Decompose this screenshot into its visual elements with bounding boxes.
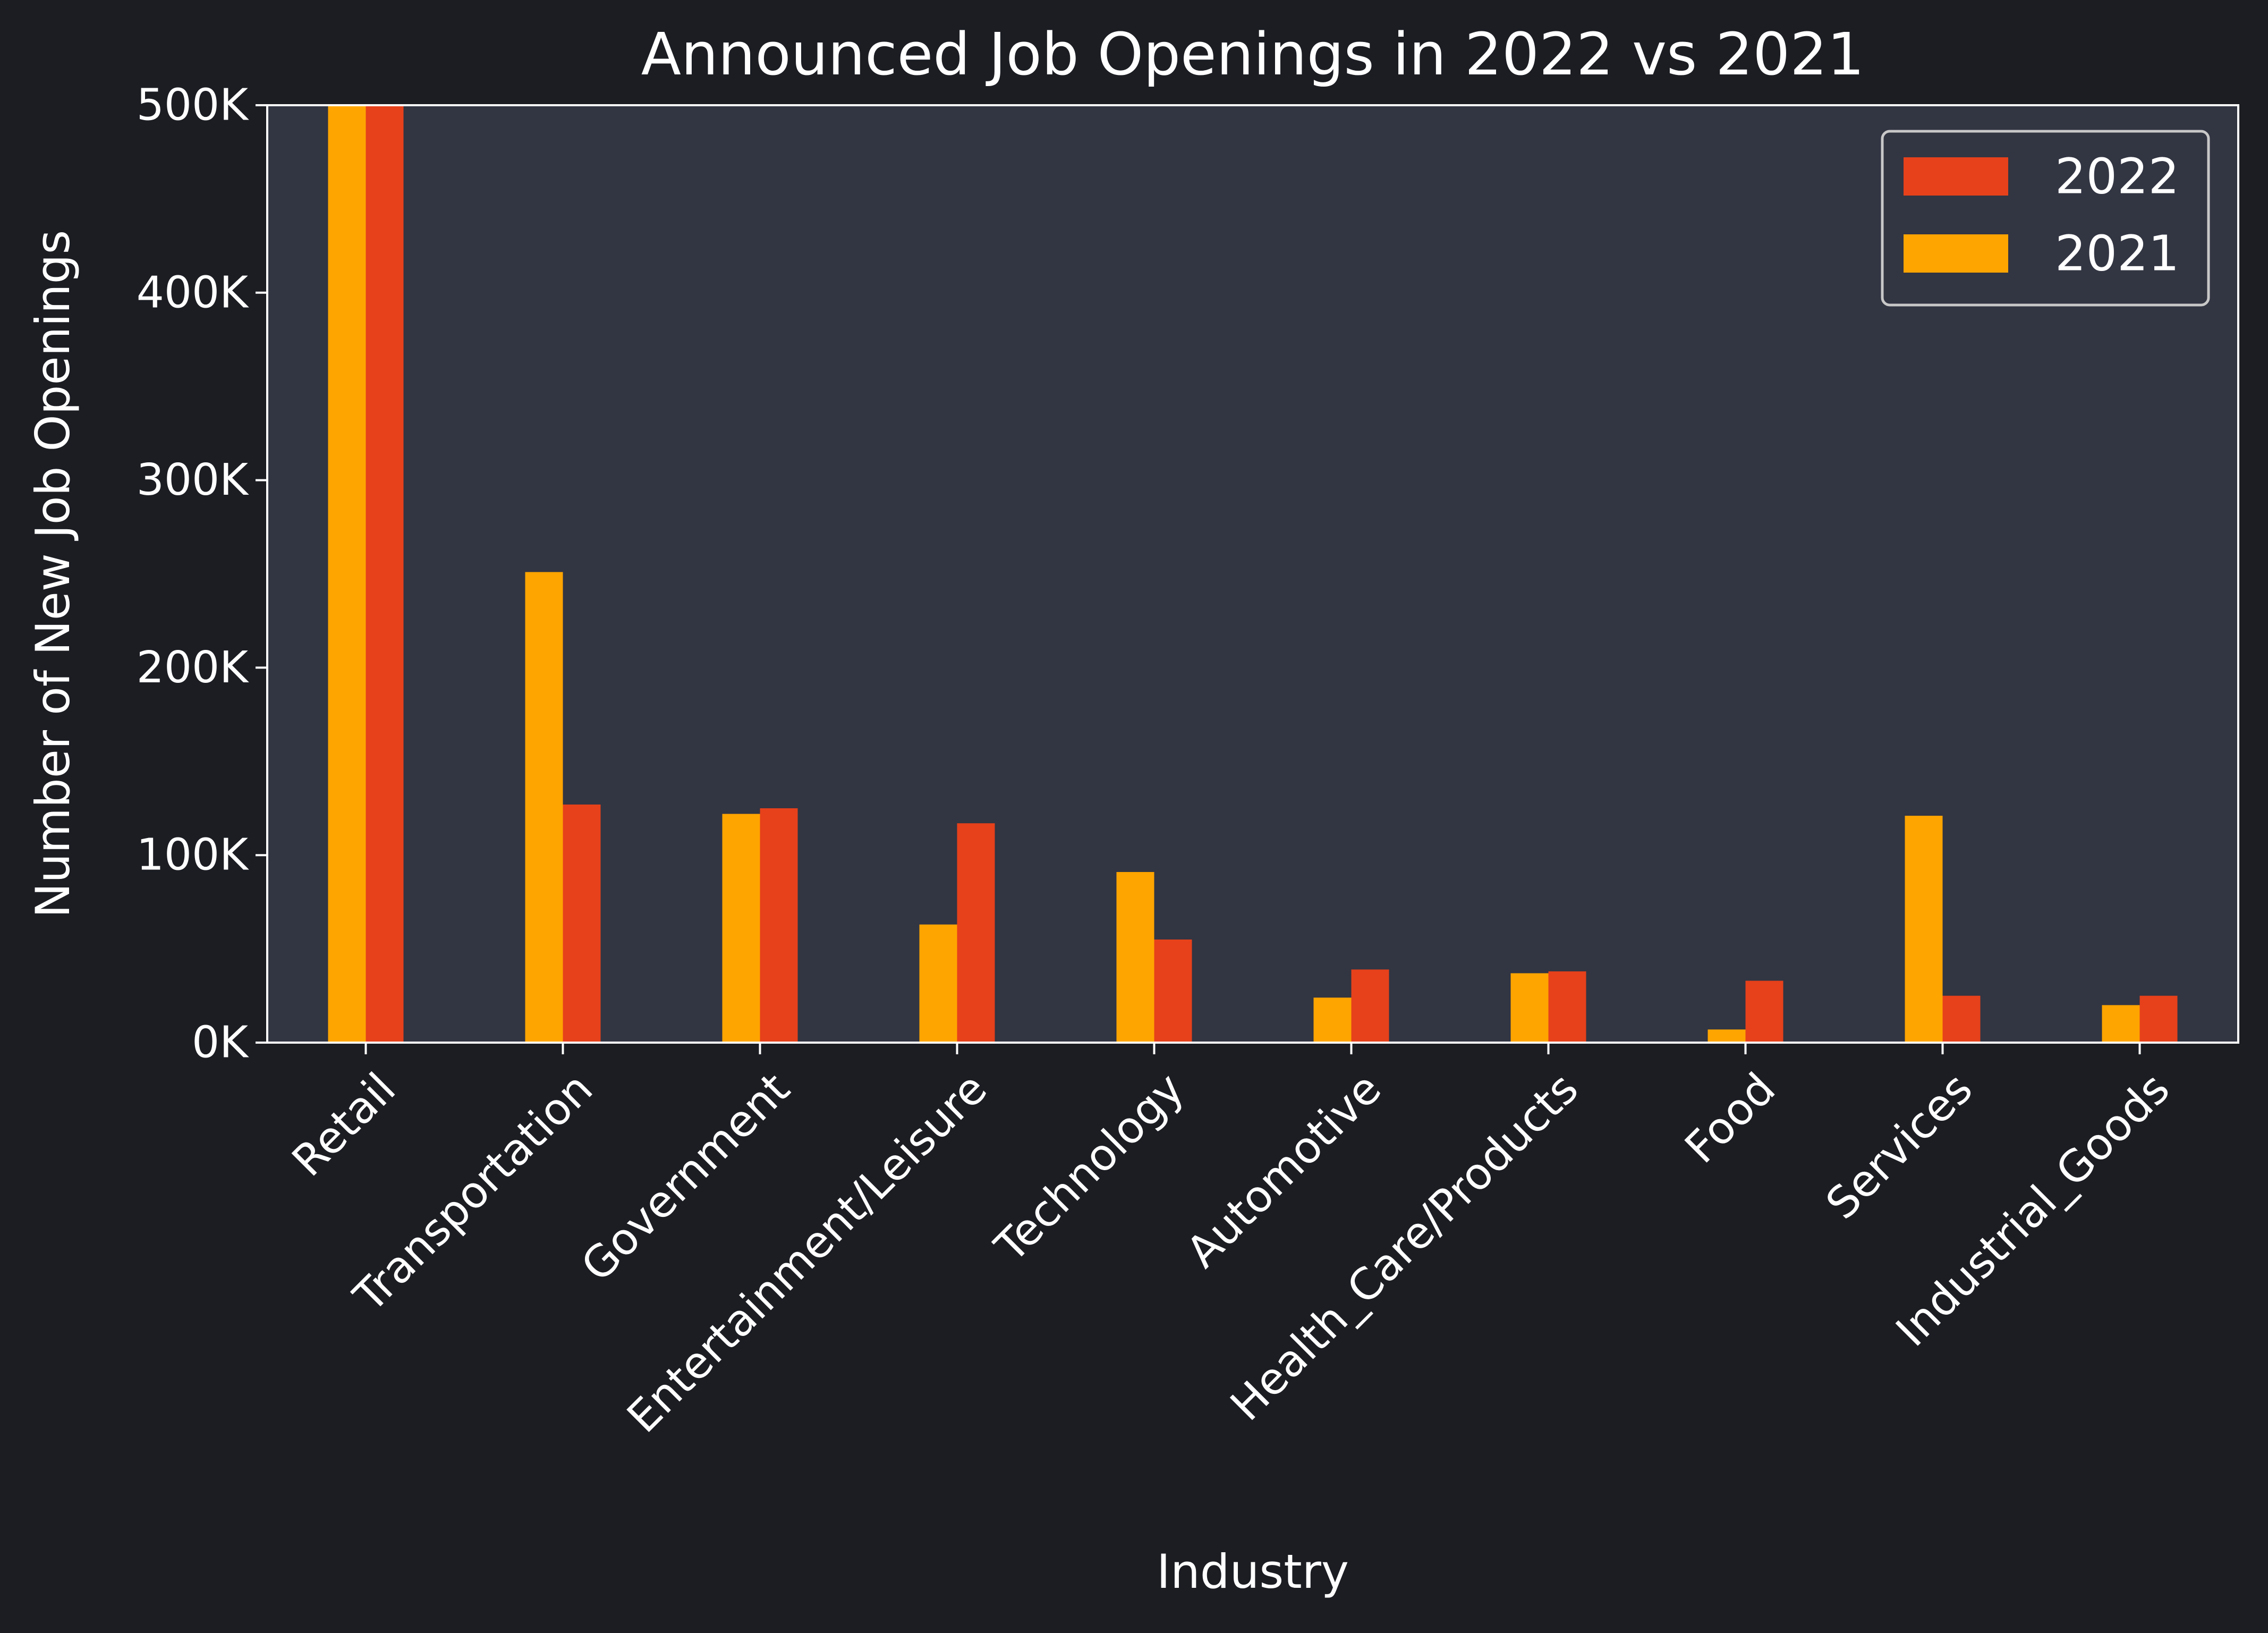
bar-2021-health-care-products: [1510, 973, 1549, 1043]
bar-2021-technology: [1116, 872, 1154, 1043]
chart-title: Announced Job Openings in 2022 vs 2021: [641, 20, 1865, 88]
bar-2022-automotive: [1351, 969, 1389, 1043]
bar-2022-retail: [366, 105, 404, 1043]
bar-2022-health-care-products: [1548, 971, 1586, 1043]
y-tick-label: 500K: [137, 80, 250, 131]
y-axis: 0K 100K 200K 300K 400K 500K: [137, 80, 267, 1068]
bar-2022-industrial-goods: [2139, 995, 2178, 1043]
bar-2022-transportation: [563, 804, 601, 1043]
bar-2021-retail: [328, 105, 366, 1043]
y-tick-label: 100K: [137, 830, 250, 881]
y-axis-label: Number of New Job Openings: [26, 230, 80, 918]
bar-2021-food: [1708, 1029, 1746, 1043]
y-tick-label: 200K: [137, 642, 250, 693]
bar-2021-automotive: [1313, 997, 1352, 1043]
bar-2021-services: [1905, 816, 1943, 1043]
bar-2021-government: [722, 814, 760, 1043]
legend-label-2021: 2021: [2055, 225, 2179, 282]
legend-label-2022: 2022: [2055, 148, 2179, 205]
bar-2022-government: [760, 808, 798, 1043]
y-tick-label: 300K: [137, 455, 250, 505]
axes-frame: [266, 104, 2239, 1044]
legend-swatch-2022: [1904, 157, 2008, 196]
bar-2022-entertainment-leisure: [957, 823, 995, 1043]
bar-2021-industrial-goods: [2102, 1005, 2140, 1043]
y-tick-label: 0K: [192, 1018, 249, 1068]
legend-swatch-2021: [1904, 234, 2008, 273]
bar-2022-food: [1745, 980, 1783, 1043]
bars: [328, 105, 2178, 1043]
bar-2021-entertainment-leisure: [919, 924, 957, 1043]
bar-2022-services: [1942, 995, 1981, 1043]
legend: 2022 2021: [1881, 130, 2210, 307]
axes-spines: [266, 104, 2239, 1044]
y-tick-label: 400K: [137, 267, 250, 318]
bar-2022-technology: [1154, 939, 1192, 1043]
bar-2021-transportation: [525, 572, 563, 1043]
x-axis-label: Industry: [1157, 1544, 1349, 1599]
